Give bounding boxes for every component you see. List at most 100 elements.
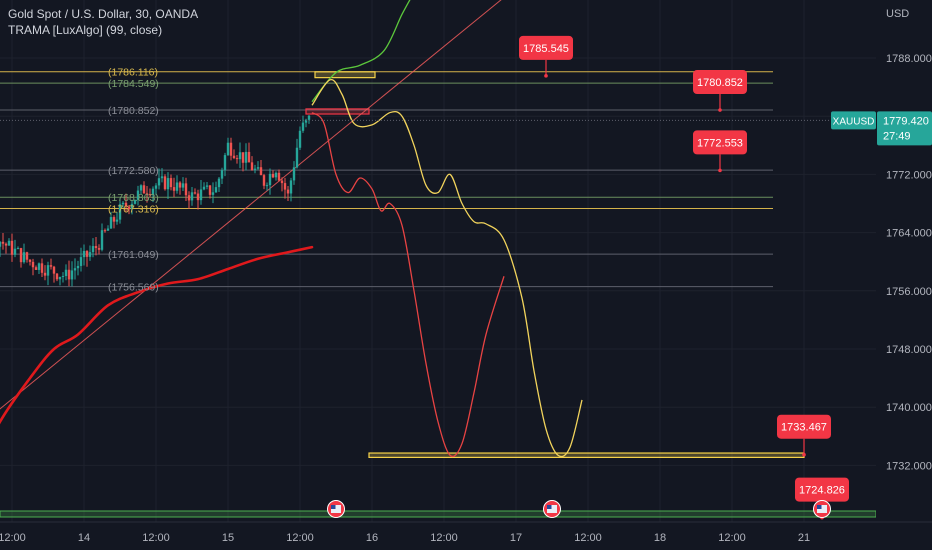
candle-body bbox=[235, 158, 239, 160]
candlesticks bbox=[0, 115, 311, 287]
candle-body bbox=[121, 202, 125, 205]
candle-body bbox=[13, 248, 17, 255]
candle-body bbox=[91, 246, 95, 253]
candle-body bbox=[304, 119, 308, 123]
candle-body bbox=[85, 250, 89, 257]
callout-box[interactable] bbox=[693, 70, 747, 95]
candle-body bbox=[157, 178, 161, 186]
price-level-labels: (1786.116)(1784.549) (1780.852) (1772.580)… bbox=[108, 67, 159, 294]
candle-body bbox=[283, 183, 287, 190]
callout-box[interactable] bbox=[693, 130, 747, 155]
indicator-title[interactable]: TRAMA [LuxAlgo] (99, close) bbox=[8, 23, 163, 37]
candle-body bbox=[184, 183, 188, 196]
callout-box[interactable] bbox=[519, 35, 573, 60]
projection-yellow bbox=[311, 78, 583, 458]
candle-body bbox=[301, 122, 305, 131]
candle-body bbox=[112, 217, 116, 222]
candle-body bbox=[253, 168, 257, 171]
candle-body bbox=[0, 241, 2, 247]
candle-body bbox=[202, 186, 206, 190]
trendline-segment bbox=[0, 0, 502, 410]
time-tick-label: 12:00 bbox=[286, 532, 314, 544]
callout-box[interactable] bbox=[777, 414, 831, 439]
candle-body bbox=[199, 189, 203, 201]
candle-body bbox=[10, 240, 14, 255]
candle-body bbox=[136, 190, 140, 200]
callout-label: 1780.852 bbox=[697, 77, 743, 89]
candle-body bbox=[274, 172, 278, 178]
candle-body bbox=[133, 199, 137, 204]
candle-body bbox=[223, 155, 227, 171]
price-axis-bg bbox=[876, 0, 932, 550]
callout-dot bbox=[718, 168, 722, 173]
candle-body bbox=[178, 182, 182, 188]
candle-body bbox=[205, 185, 209, 187]
price-tag-countdown: 27:49 bbox=[883, 130, 911, 142]
candle-body bbox=[241, 152, 245, 163]
time-tick-label: 15 bbox=[222, 532, 234, 544]
price-level-label: (1784.549) bbox=[108, 78, 159, 90]
candle-body bbox=[82, 250, 86, 258]
price-level-label: (1767.316) bbox=[108, 203, 159, 215]
candle-body bbox=[52, 266, 56, 274]
candle-body bbox=[151, 188, 155, 195]
candle-body bbox=[34, 267, 38, 270]
us-flag-canton bbox=[331, 505, 336, 509]
candle-body bbox=[49, 265, 53, 267]
price-level-label: (1780.852) bbox=[108, 105, 159, 117]
candle-body bbox=[271, 173, 275, 178]
candle-body bbox=[16, 248, 20, 250]
candle-body bbox=[214, 187, 218, 193]
candle-body bbox=[280, 180, 284, 184]
candle-body bbox=[298, 130, 302, 148]
price-tag-value: 1779.420 bbox=[883, 115, 929, 127]
symbol-tag[interactable] bbox=[831, 111, 876, 130]
trama-line bbox=[0, 245, 314, 425]
candle-body bbox=[211, 192, 215, 195]
price-axis[interactable]: USD1788.0001780.0001772.0001764.0001756.… bbox=[876, 0, 932, 550]
candle-body bbox=[4, 243, 8, 246]
callout-label: 1724.826 bbox=[799, 485, 845, 497]
callout-label: 1772.553 bbox=[697, 137, 743, 149]
candle-body bbox=[130, 203, 134, 210]
symbol-title[interactable]: Gold Spot / U.S. Dollar, 30, OANDA bbox=[8, 7, 199, 21]
candle-body bbox=[28, 259, 32, 262]
candle-body bbox=[100, 230, 104, 250]
price-tick-label: 1764.000 bbox=[886, 228, 932, 240]
time-tick-label: 12:00 bbox=[718, 532, 746, 544]
time-axis-bg bbox=[0, 522, 932, 550]
us-flag-field bbox=[547, 505, 557, 513]
candle-body bbox=[115, 219, 119, 222]
current-price-tag: XAUUSD 1779.420 27:49 bbox=[0, 111, 932, 146]
candle-body bbox=[31, 261, 35, 268]
candle-body bbox=[307, 115, 311, 120]
candle-body bbox=[286, 189, 290, 194]
event-markers bbox=[327, 500, 831, 518]
us-flag-field bbox=[331, 505, 341, 513]
price-tick-label: 1740.000 bbox=[886, 402, 932, 414]
callout-dot bbox=[802, 452, 806, 457]
candle-body bbox=[88, 252, 92, 257]
candle-body bbox=[79, 257, 83, 266]
price-level-label: (1786.116) bbox=[108, 67, 158, 79]
candle-body bbox=[232, 155, 236, 159]
price-tag[interactable] bbox=[877, 111, 932, 146]
price-tick-label: 1788.000 bbox=[886, 53, 932, 65]
candle-body bbox=[163, 176, 167, 190]
candle-body bbox=[127, 206, 131, 210]
candle-body bbox=[277, 172, 281, 181]
us-flag-field bbox=[817, 505, 827, 513]
candle-body bbox=[124, 202, 128, 207]
price-level-lines bbox=[0, 71, 773, 288]
candle-body bbox=[166, 178, 170, 190]
zone-box bbox=[368, 452, 805, 458]
time-axis[interactable]: 12:00 14 12:00 15 12:00 16 12:00 17 12:00 18 12:00… bbox=[0, 521, 932, 550]
candle-body bbox=[226, 142, 230, 156]
candle-body bbox=[70, 270, 74, 280]
candle-body bbox=[220, 170, 224, 179]
candle-body bbox=[46, 265, 50, 276]
candle-body bbox=[247, 151, 251, 163]
trama-series bbox=[0, 245, 314, 425]
callout-box[interactable] bbox=[795, 477, 849, 502]
